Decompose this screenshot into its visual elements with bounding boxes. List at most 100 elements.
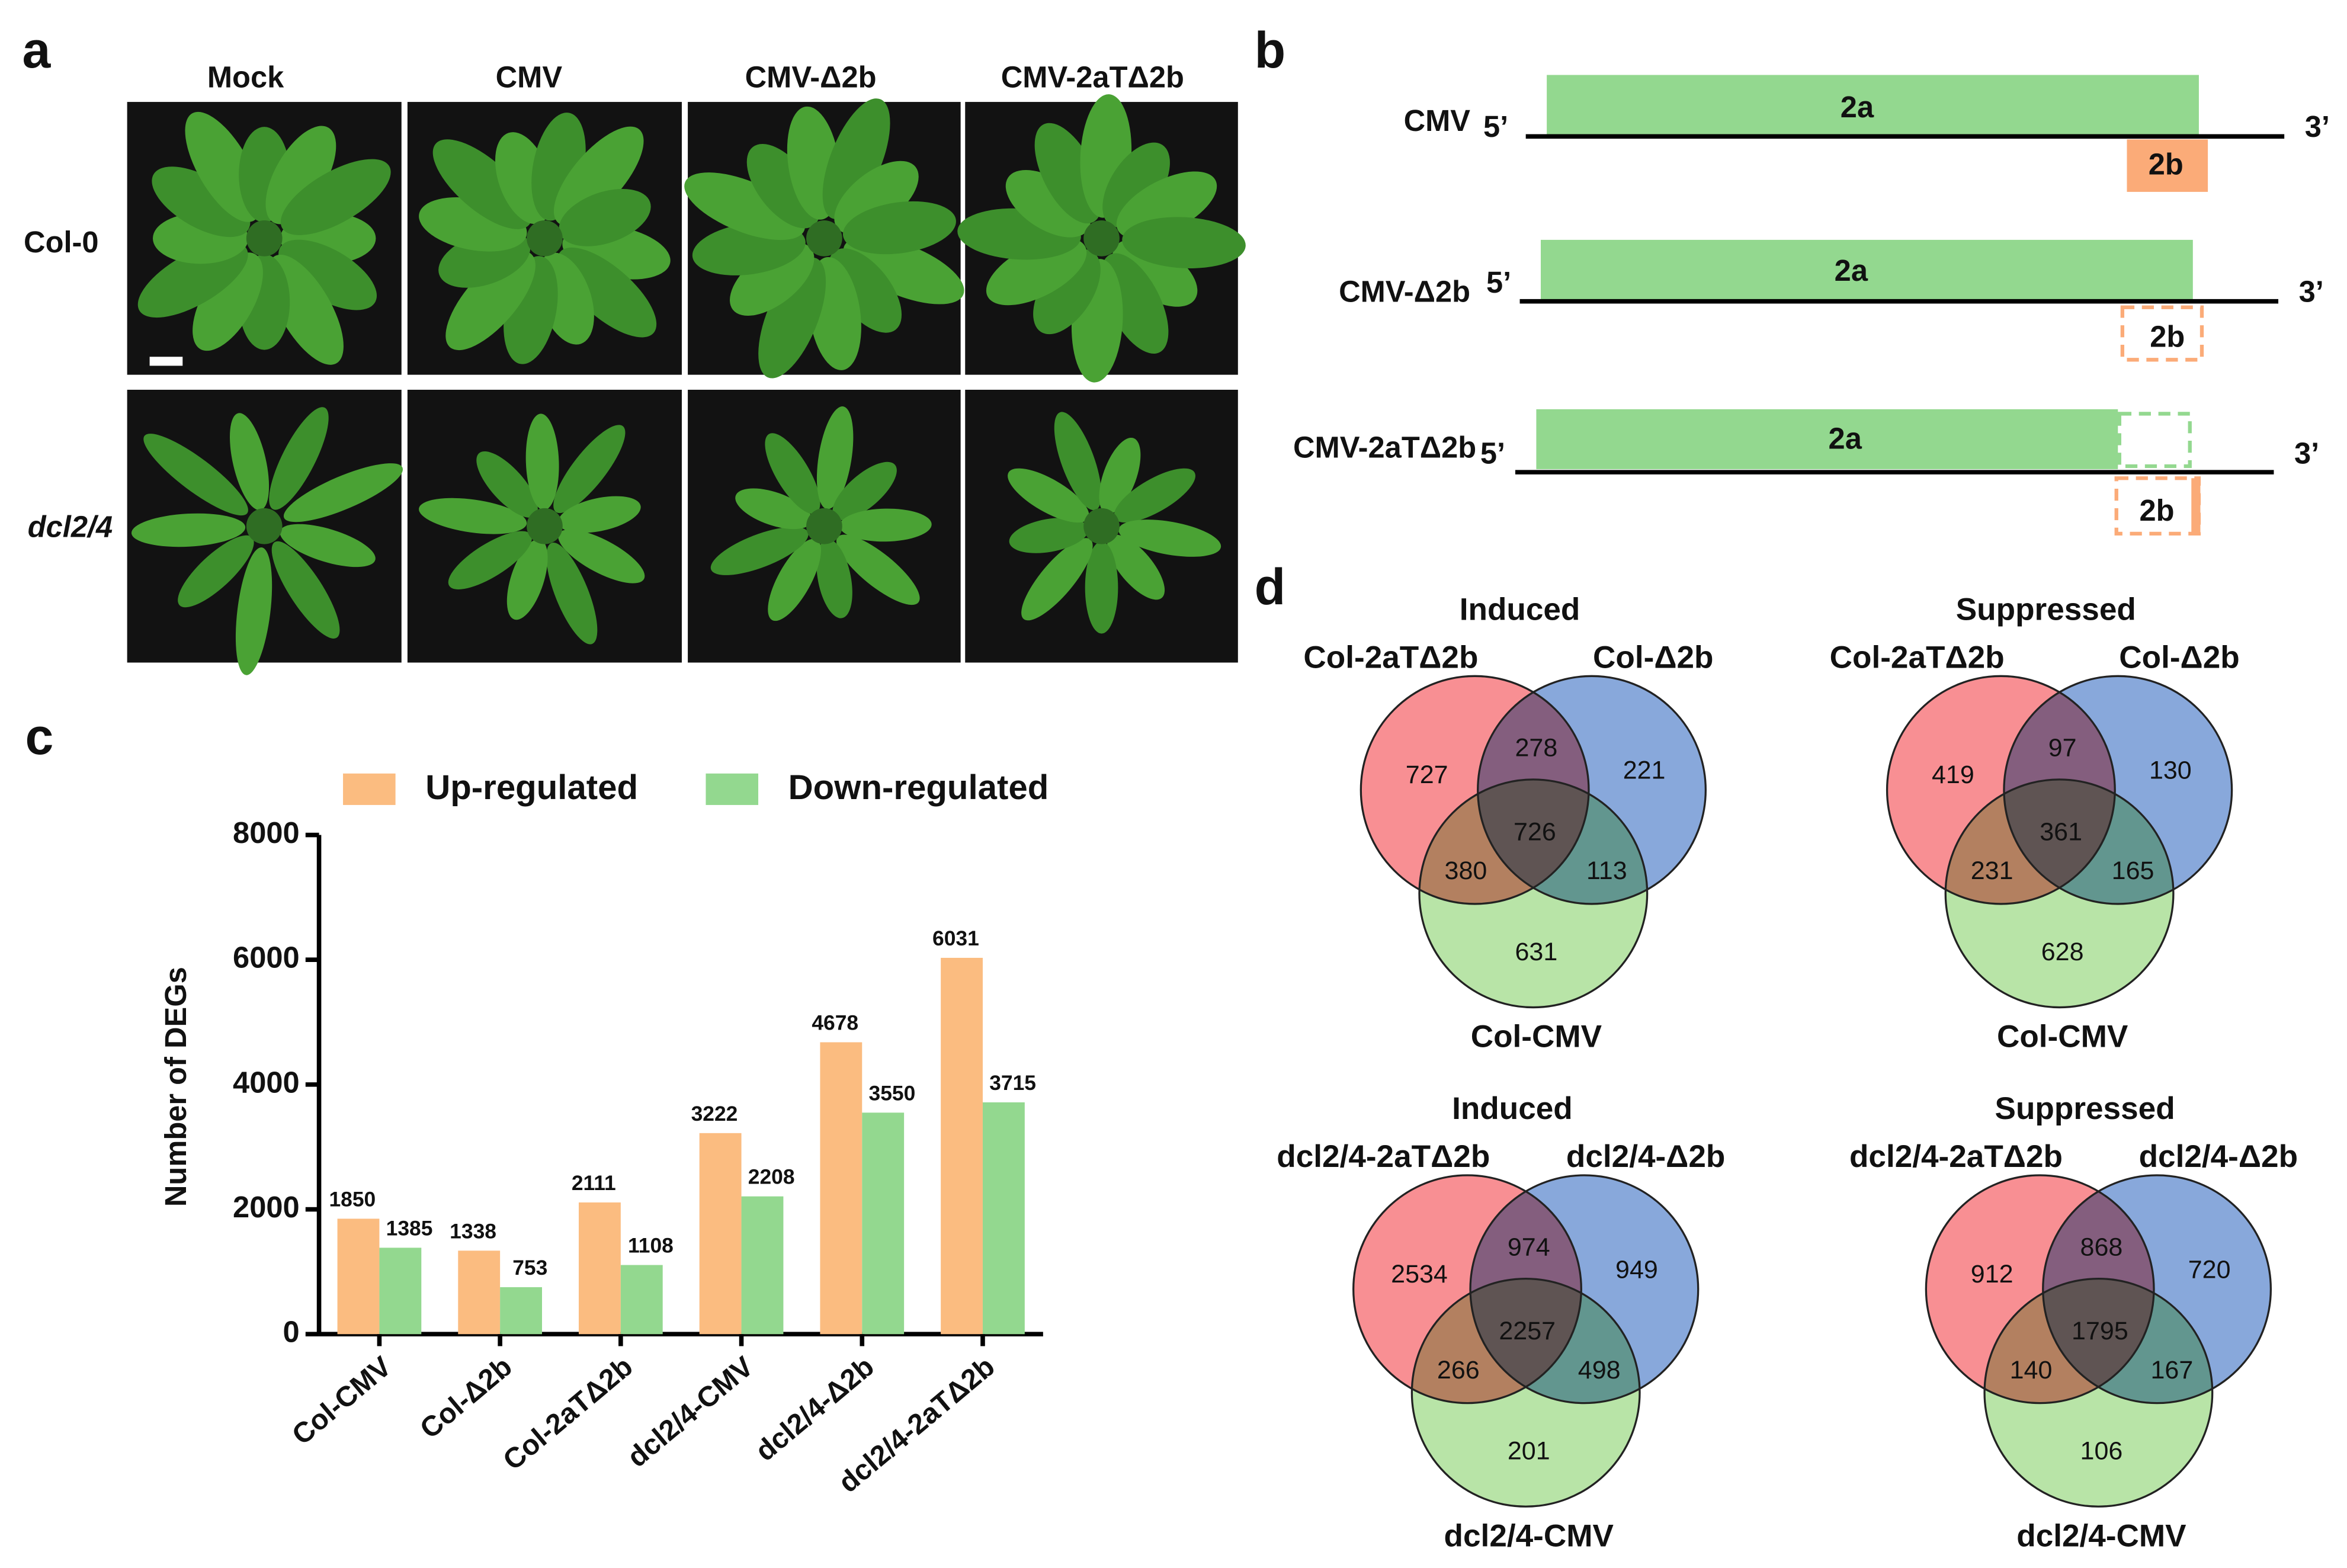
region-count: 2257 (1499, 1317, 1556, 1345)
column-header: CMV-2aTΔ2b (1001, 60, 1184, 94)
venn-diagrams: Induced Col-2aTΔ2b Col-Δ2b Col-CMV 727 278 221… (1277, 592, 2298, 1554)
leaf (193, 252, 263, 351)
leaf (735, 488, 812, 530)
region-count: 130 (2149, 756, 2192, 785)
region-count: 1795 (2072, 1317, 2128, 1345)
region-count: 726 (1514, 817, 1556, 846)
set-label: Col-CMV (1471, 1019, 1602, 1054)
y-axis-label: Number of DEGs (159, 967, 193, 1207)
leaf (822, 98, 890, 220)
leaf (558, 529, 645, 583)
region-count: 974 (1508, 1233, 1550, 1261)
rosette-center (527, 508, 563, 544)
region-count: 221 (1623, 756, 1666, 785)
leaf (836, 534, 920, 605)
leaf (432, 139, 533, 229)
gene-label: 2a (1835, 254, 1868, 287)
end-label: 3’ (2305, 110, 2330, 143)
bar (379, 1248, 422, 1335)
gene-box (1536, 409, 2118, 470)
end-label: 3’ (2299, 274, 2324, 308)
x-tick-label: Col-Δ2b (414, 1351, 518, 1445)
bar-value-label: 753 (512, 1256, 547, 1280)
leaf (1005, 169, 1091, 238)
construct-diagram: CMV 5’ 3’ 2a 2b CMV-Δ2b 5’ 3’ 2a 2b CMV-… (1293, 75, 2330, 536)
bar (458, 1250, 501, 1335)
leaf (1101, 253, 1169, 354)
region-count: 201 (1508, 1437, 1550, 1466)
gene-label: 2a (1841, 90, 1874, 124)
leaf (557, 247, 657, 338)
leaf (1009, 518, 1089, 553)
leaf (525, 413, 559, 511)
x-tick-label: dcl2/4-CMV (621, 1351, 759, 1474)
venn-title: Induced (1460, 592, 1580, 627)
column-header: CMV-Δ2b (745, 60, 877, 94)
leaf (553, 425, 626, 514)
bar-value-label: 1385 (386, 1216, 433, 1240)
construct-name: CMV (1404, 104, 1471, 137)
leaf (816, 539, 852, 618)
bar-chart: 0 2000 4000 6000 8000 Number of DEGs 1850 1385 C… (159, 768, 1049, 1499)
region-count: 140 (2010, 1356, 2053, 1384)
rosette-center (1083, 220, 1120, 256)
leaf (235, 547, 272, 675)
rosette-center (527, 220, 563, 256)
leaf (684, 172, 806, 241)
bar (941, 957, 983, 1335)
bar-value-label: 1850 (329, 1187, 376, 1211)
set-label: Col-CMV (1997, 1019, 2128, 1054)
bar (620, 1265, 663, 1335)
leaf (476, 451, 538, 518)
region-count: 113 (1586, 857, 1627, 885)
legend-label: Down-regulated (788, 768, 1049, 807)
set-label: dcl2/4-Δ2b (1566, 1139, 1725, 1174)
leaf (843, 236, 964, 304)
gene-label: 2b (2150, 319, 2185, 353)
y-tick-label: 6000 (233, 941, 300, 974)
construct-name: CMV-Δ2b (1339, 274, 1470, 308)
gene-label: 2b (2149, 147, 2184, 181)
leaf (1021, 538, 1093, 621)
column-header: CMV (496, 60, 563, 94)
row-header: Col-0 (24, 225, 99, 259)
set-label: dcl2/4-Δ2b (2139, 1139, 2298, 1174)
bar-value-label: 1108 (628, 1234, 674, 1258)
x-tick-label: Col-2aTΔ2b (497, 1351, 639, 1477)
rosette-center (806, 220, 842, 256)
leaf (143, 434, 248, 516)
leaf (1008, 468, 1089, 523)
leaf (229, 413, 270, 511)
deleted-gene-box (2120, 305, 2204, 362)
leaf (280, 524, 376, 567)
venn-outline (1418, 778, 1649, 1009)
bar (820, 1042, 863, 1335)
construct-name: CMV-2aTΔ2b (1293, 431, 1476, 464)
bar-value-label: 3715 (989, 1071, 1036, 1095)
region-count: 380 (1445, 857, 1487, 885)
photo-grid (127, 94, 1246, 675)
region-count: 167 (2150, 1356, 2193, 1384)
region-count: 631 (1515, 938, 1558, 966)
venn-outline (2042, 1174, 2272, 1405)
deleted-gene-box (2117, 412, 2192, 469)
panel-letter: b (1255, 22, 1286, 79)
venn-circle (1419, 779, 1647, 1008)
venn-outline (1352, 1174, 1582, 1405)
bar (862, 1112, 905, 1335)
gene-box (2127, 139, 2208, 192)
venn: Suppressed dcl2/4-2aTΔ2b dcl2/4-Δ2b dcl2/4-… (1849, 1091, 2298, 1553)
column-header: Mock (207, 60, 284, 94)
venn-outline (1925, 1174, 2155, 1405)
gene-box (1540, 239, 2193, 300)
leaf (986, 238, 1087, 306)
region-count: 720 (2188, 1255, 2231, 1284)
gene-box (1547, 75, 2199, 135)
leaf (1102, 142, 1170, 227)
region-count: 2534 (1391, 1260, 1448, 1288)
bar (699, 1133, 742, 1335)
panel-letter: c (25, 708, 54, 765)
y-tick-label: 0 (283, 1315, 300, 1349)
